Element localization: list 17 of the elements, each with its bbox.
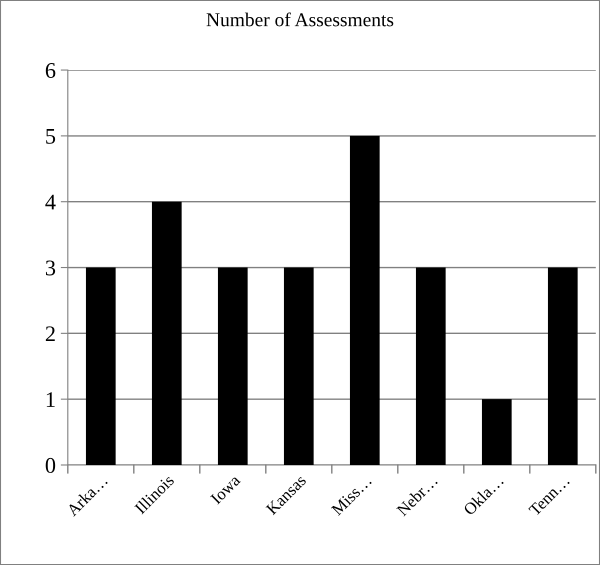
bar xyxy=(416,268,446,465)
y-tick-label: 5 xyxy=(46,129,56,144)
bar xyxy=(152,202,182,465)
bar xyxy=(218,268,248,465)
bar xyxy=(482,399,512,465)
y-tick-label: 1 xyxy=(46,392,55,407)
bar xyxy=(350,136,380,465)
y-tick-label: 4 xyxy=(45,194,56,210)
bar xyxy=(86,268,116,465)
y-tick-label: 6 xyxy=(46,63,56,78)
bar xyxy=(548,268,578,465)
y-tick-label: 3 xyxy=(46,260,56,276)
bar xyxy=(284,268,314,465)
y-tick-label: 2 xyxy=(46,326,55,342)
y-tick-label: 0 xyxy=(46,458,56,473)
chart-title: Number of Assessments xyxy=(206,12,394,26)
x-tick-label: Iowa xyxy=(210,474,241,505)
